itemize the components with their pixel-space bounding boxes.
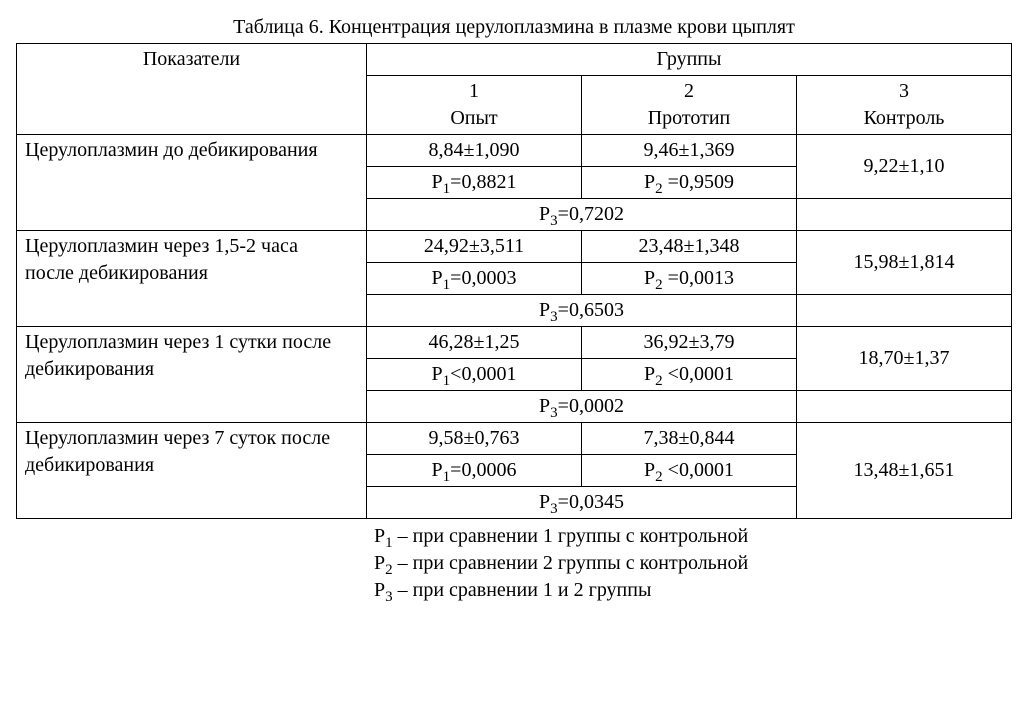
param-cell: Церулоплазмин через 1 сутки после дебики… [17, 327, 367, 423]
legend-line: P1 – при сравнении 1 группы с контрольно… [374, 523, 1012, 550]
table-row: Церулоплазмин до дебикирования 8,84±1,09… [17, 135, 1012, 167]
value-cell: 9,58±0,763 [367, 423, 582, 455]
empty-cell [797, 295, 1012, 327]
table-row: Церулоплазмин через 1,5-2 часапосле деби… [17, 231, 1012, 263]
p3-cell: P3=0,0345 [367, 487, 797, 519]
value-cell: 46,28±1,25 [367, 327, 582, 359]
header-col1: 1Опыт [367, 76, 582, 135]
p-cell: P2 =0,9509 [582, 167, 797, 199]
p-cell: P1<0,0001 [367, 359, 582, 391]
value-cell: 8,84±1,090 [367, 135, 582, 167]
value-cell: 18,70±1,37 [797, 327, 1012, 391]
value-cell: 36,92±3,79 [582, 327, 797, 359]
param-cell: Церулоплазмин через 1,5-2 часапосле деби… [17, 231, 367, 327]
header-groups: Группы [367, 44, 1012, 76]
value-cell: 9,46±1,369 [582, 135, 797, 167]
p-cell: P2 <0,0001 [582, 455, 797, 487]
header-indicators: Показатели [17, 44, 367, 135]
p-cell: P2 <0,0001 [582, 359, 797, 391]
data-table: Показатели Группы 1Опыт 2Прототип 3Контр… [16, 43, 1012, 519]
value-cell: 13,48±1,651 [797, 423, 1012, 519]
value-cell: 15,98±1,814 [797, 231, 1012, 295]
p3-cell: P3=0,6503 [367, 295, 797, 327]
value-cell: 23,48±1,348 [582, 231, 797, 263]
table-row: Показатели Группы [17, 44, 1012, 76]
value-cell: 9,22±1,10 [797, 135, 1012, 199]
legend-line: P3 – при сравнении 1 и 2 группы [374, 577, 1012, 604]
empty-cell [797, 199, 1012, 231]
value-cell: 7,38±0,844 [582, 423, 797, 455]
value-cell: 24,92±3,511 [367, 231, 582, 263]
empty-cell [797, 391, 1012, 423]
p-cell: P2 =0,0013 [582, 263, 797, 295]
table-row: Церулоплазмин через 1 сутки после дебики… [17, 327, 1012, 359]
p-cell: P1=0,0003 [367, 263, 582, 295]
legend-line: P2 – при сравнении 2 группы с контрольно… [374, 550, 1012, 577]
p-cell: P1=0,8821 [367, 167, 582, 199]
p-cell: P1=0,0006 [367, 455, 582, 487]
p3-cell: P3=0,7202 [367, 199, 797, 231]
table-row: Церулоплазмин через 7 суток после дебики… [17, 423, 1012, 455]
header-col3: 3Контроль [797, 76, 1012, 135]
p3-cell: P3=0,0002 [367, 391, 797, 423]
param-cell: Церулоплазмин через 7 суток после дебики… [17, 423, 367, 519]
param-cell: Церулоплазмин до дебикирования [17, 135, 367, 231]
header-col2: 2Прототип [582, 76, 797, 135]
table-caption: Таблица 6. Концентрация церулоплазмина в… [16, 16, 1012, 39]
table-legend: P1 – при сравнении 1 группы с контрольно… [374, 523, 1012, 604]
